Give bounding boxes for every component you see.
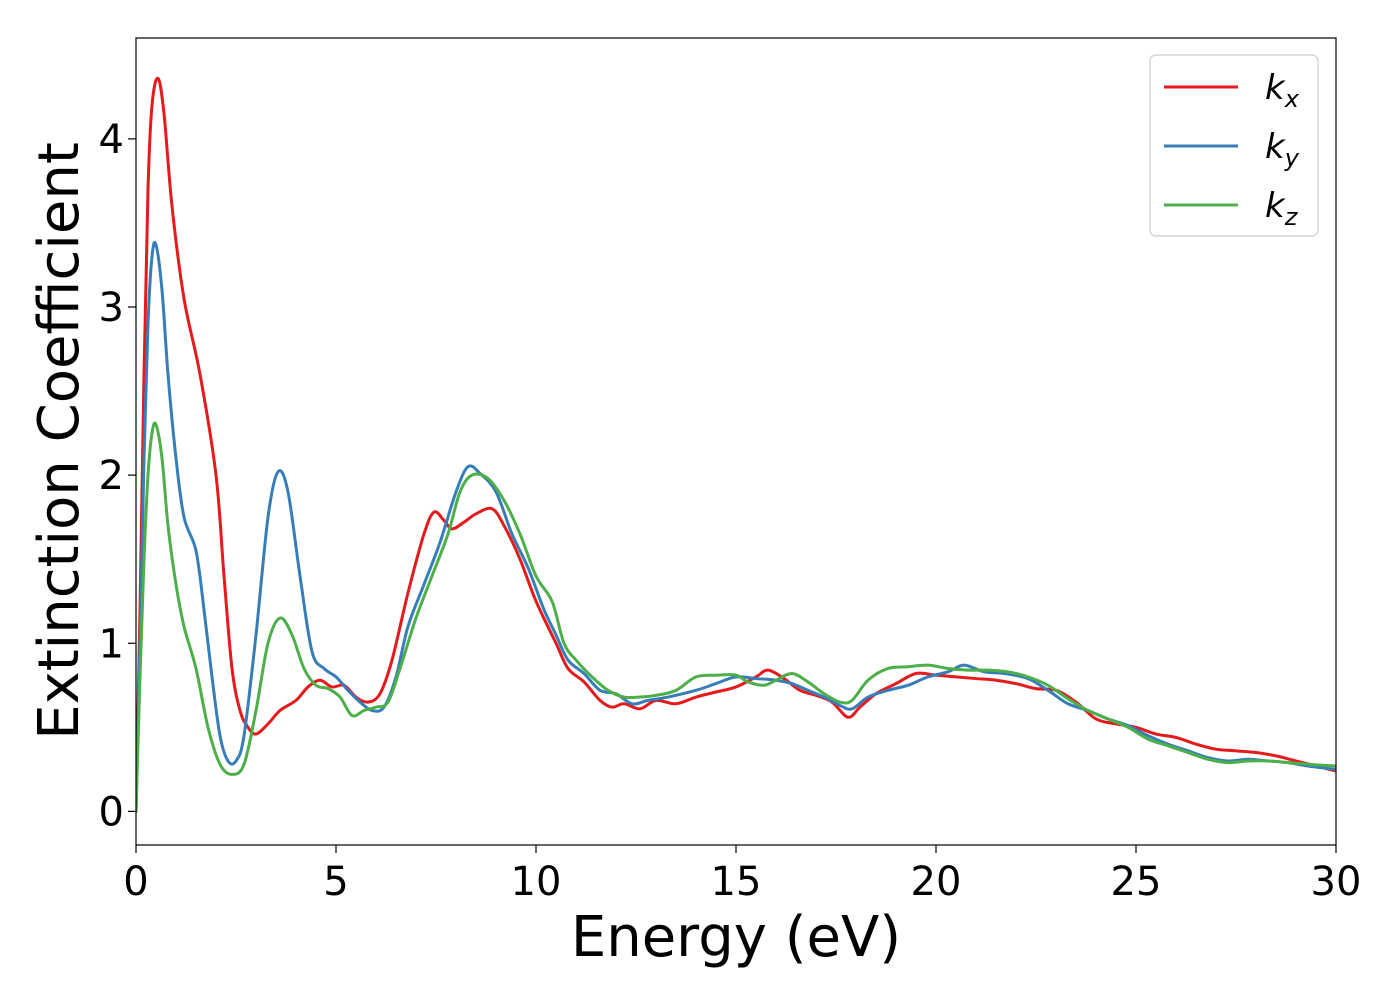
legend-label-z: kz <box>1265 186 1299 231</box>
x-tick-label: 5 <box>323 859 348 905</box>
x-axis-title: Energy (eV) <box>571 905 901 970</box>
x-tick-label: 10 <box>511 859 562 905</box>
y-axis-title: Extinction Coefficient <box>27 142 92 740</box>
series-layer <box>136 76 1336 813</box>
y-tick-label: 4 <box>99 117 124 163</box>
y-tick-label: 0 <box>99 789 124 835</box>
y-axis-ticks: 0 1 2 3 4 <box>99 117 136 835</box>
legend-label-x: kx <box>1265 68 1300 113</box>
x-tick-label: 30 <box>1311 859 1362 905</box>
y-tick-label: 3 <box>99 285 124 331</box>
x-tick-label: 15 <box>711 859 762 905</box>
x-tick-label: 0 <box>123 859 148 905</box>
series-line-k-y <box>136 240 1336 813</box>
x-tick-label: 20 <box>911 859 962 905</box>
y-tick-label: 2 <box>99 453 124 499</box>
x-axis-ticks: 0 5 10 15 20 25 30 <box>123 845 1361 905</box>
legend-label-y: ky <box>1265 127 1300 172</box>
x-tick-label: 25 <box>1111 859 1162 905</box>
legend: kx ky kz <box>1149 54 1319 237</box>
series-line-k-z <box>136 421 1336 813</box>
y-tick-label: 1 <box>99 621 124 667</box>
